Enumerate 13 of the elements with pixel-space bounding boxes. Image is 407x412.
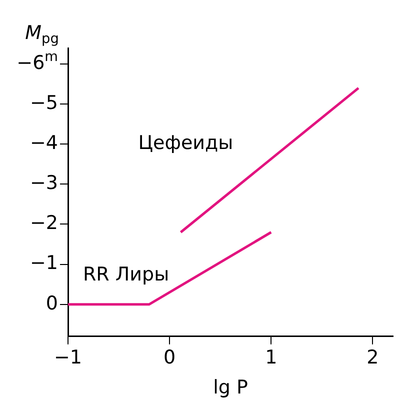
y-tick-label: −2 bbox=[30, 212, 58, 234]
x-axis-title: lg P bbox=[213, 376, 248, 399]
x-tick-label: 1 bbox=[265, 346, 278, 369]
x-tick-label: −1 bbox=[54, 346, 82, 369]
y-tick-label: −5 bbox=[30, 92, 58, 114]
y-tick-label: −4 bbox=[30, 132, 58, 154]
series-label: RR Лиры bbox=[82, 263, 170, 286]
y-tick-label: 0 bbox=[46, 292, 58, 314]
series-label: Цефеиды bbox=[138, 132, 234, 154]
x-tick-label: 2 bbox=[366, 346, 379, 369]
y-tick-label: −3 bbox=[30, 172, 58, 194]
y-tick-label: −1 bbox=[30, 252, 58, 274]
x-tick-label: 0 bbox=[164, 346, 176, 369]
